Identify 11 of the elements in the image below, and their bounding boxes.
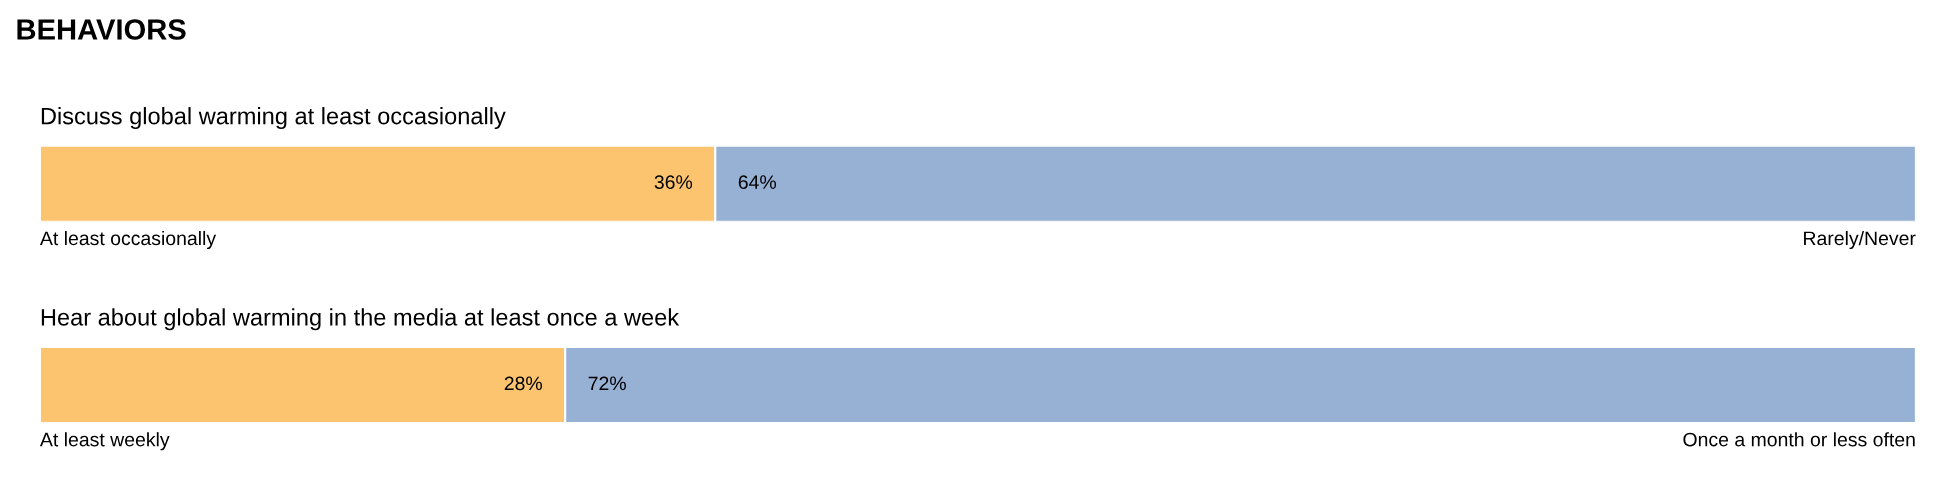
chart-title: Hear about global warming in the media at least once a week: [41, 308, 680, 331]
series-label: Once a month or less often: [1683, 432, 1915, 447]
series-label: At least occasionally: [39, 230, 217, 250]
series-label: At least weekly: [39, 432, 170, 451]
data-label: 36%: [654, 175, 693, 190]
data-label: 28%: [504, 376, 542, 391]
series-label: Rarely/Never: [1804, 230, 1916, 250]
chart-title: Discuss global warming at least occasionally: [41, 107, 506, 130]
data-label: 72%: [588, 376, 626, 391]
data-label: 64%: [738, 175, 777, 190]
text: BEHAVIORS: [17, 19, 186, 40]
